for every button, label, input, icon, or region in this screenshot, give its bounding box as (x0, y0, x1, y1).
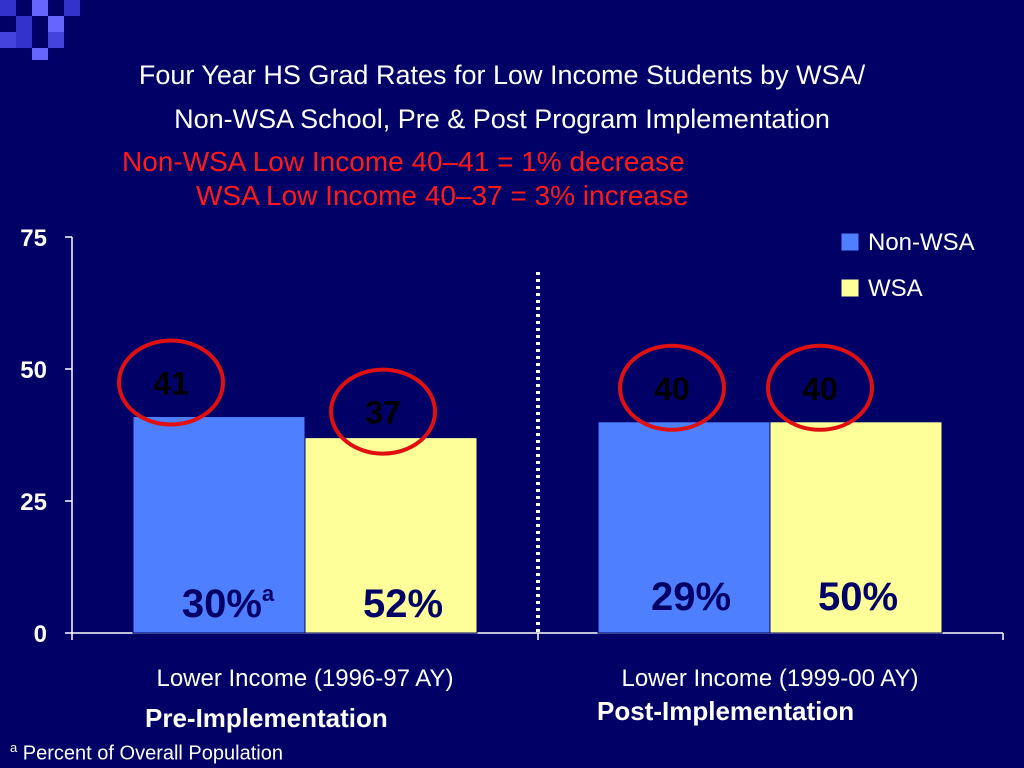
chart-title-line1: Four Year HS Grad Rates for Low Income S… (138, 60, 866, 90)
legend-swatch-non-wsa (840, 232, 860, 252)
highlight-circle (766, 343, 874, 432)
bar-non-wsa-1 (132, 416, 306, 634)
footnote-text: Percent of Overall Population (22, 742, 283, 765)
subtitle-line2: WSA Low Income 40–37 = 3% increase (196, 180, 689, 211)
legend-swatch-wsa (840, 278, 860, 298)
bar-non-wsa-2 (597, 421, 771, 634)
y-tick-label: 50 (20, 357, 47, 384)
x-category-label: Lower Income (1996-97 AY) (156, 665, 453, 692)
percent-label: 29% (651, 575, 731, 619)
percent-label: 50% (818, 575, 898, 619)
y-tick-label: 75 (20, 225, 47, 252)
subtitle-line1: Non-WSA Low Income 40–41 = 1% decrease (122, 146, 685, 177)
percent-label-mark: a (262, 581, 275, 606)
highlight-circle (329, 367, 437, 456)
value-label: 41 (153, 366, 189, 402)
chart-title-line2: Non-WSA School, Pre & Post Program Imple… (174, 104, 830, 134)
highlight-circle (618, 343, 726, 432)
phase-label-post: Post-Implementation (597, 696, 855, 726)
x-category-label: Lower Income (1999-00 AY) (621, 665, 918, 692)
y-tick-label: 0 (34, 621, 47, 648)
legend-label-wsa: WSA (868, 275, 923, 302)
phase-label-pre: Pre-Implementation (145, 703, 388, 733)
bar-wsa-2 (769, 421, 943, 634)
highlight-circle (117, 338, 225, 427)
value-label: 40 (802, 371, 838, 407)
legend-label-non-wsa: Non-WSA (868, 229, 975, 256)
percent-label: 52% (363, 582, 443, 626)
corner-squares-decoration (0, 0, 80, 60)
footnote-mark: a (10, 740, 18, 755)
percent-label: 30%a (182, 581, 275, 626)
value-label: 37 (365, 395, 401, 431)
bar-wsa-1 (304, 437, 478, 634)
value-label: 40 (654, 371, 690, 407)
y-tick-label: 25 (20, 489, 47, 516)
footnote: a Percent of Overall Population (10, 740, 283, 766)
